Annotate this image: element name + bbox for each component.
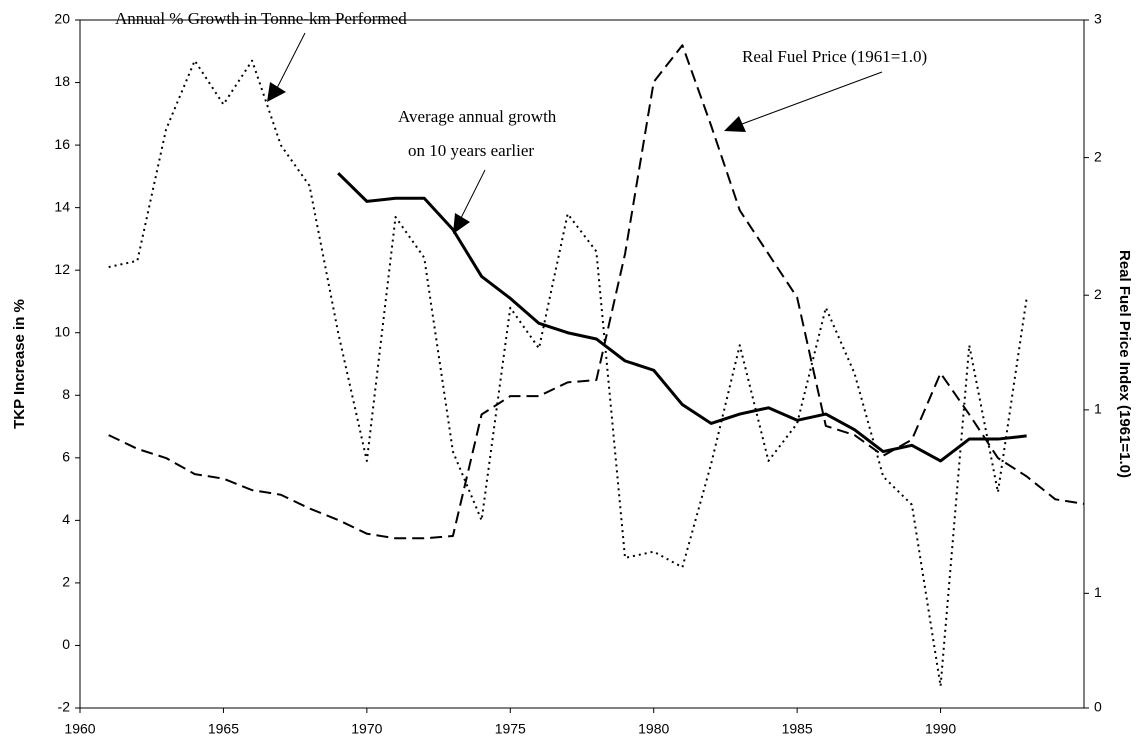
y-tick-label: 4	[62, 511, 70, 527]
arrowhead	[267, 82, 286, 102]
plot-frame	[79, 19, 1085, 709]
x-tick-label: 1970	[351, 721, 382, 737]
y-tick-label: 0	[62, 636, 70, 652]
y-tick-label: 18	[54, 73, 70, 89]
arrows	[275, 32, 883, 221]
y-tick-label: 12	[54, 261, 70, 277]
y-tick-label: 2	[62, 574, 70, 590]
arrow	[741, 71, 883, 125]
y-tick-label: 8	[62, 386, 70, 402]
y-tick-label: 16	[54, 136, 70, 152]
y2-axis-title: Real Fuel Price Index (1961=1.0)	[1116, 250, 1133, 478]
y-tick-label: 14	[54, 198, 70, 214]
series-line	[337, 172, 1027, 463]
arrow	[459, 169, 486, 221]
series-line	[108, 59, 1028, 688]
annotation: Average annual growth	[398, 107, 557, 126]
annotation: Annual % Growth in Tonne-km Performed	[115, 9, 407, 28]
x-tick-label: 1990	[925, 721, 956, 737]
arrowhead	[724, 116, 746, 132]
y2-tick-label: 2	[1094, 148, 1102, 164]
y-tick-label: 6	[62, 449, 70, 465]
y2-tick-label: 2	[1094, 286, 1102, 302]
x-tick-label: 1965	[208, 721, 239, 737]
y2-tick-label: 1	[1094, 584, 1102, 600]
y-tick-label: 20	[54, 11, 70, 27]
y2-tick-label: 1	[1094, 401, 1102, 417]
x-tick-label: 1980	[638, 721, 669, 737]
y2-tick-label: 3	[1094, 11, 1102, 27]
annotation: on 10 years earlier	[408, 141, 534, 160]
annotation: Real Fuel Price (1961=1.0)	[742, 47, 927, 66]
y-tick-label: 10	[54, 323, 70, 339]
y-axis-title: TKP Increase in %	[11, 299, 28, 429]
y2-tick-label: 0	[1094, 699, 1102, 715]
x-tick-label: 1975	[495, 721, 526, 737]
arrowhead	[453, 213, 470, 234]
y-tick-label: -2	[58, 699, 71, 715]
x-tick-label: 1960	[64, 721, 95, 737]
x-tick-label: 1985	[782, 721, 813, 737]
arrow	[275, 32, 306, 91]
series-line	[108, 44, 1085, 540]
